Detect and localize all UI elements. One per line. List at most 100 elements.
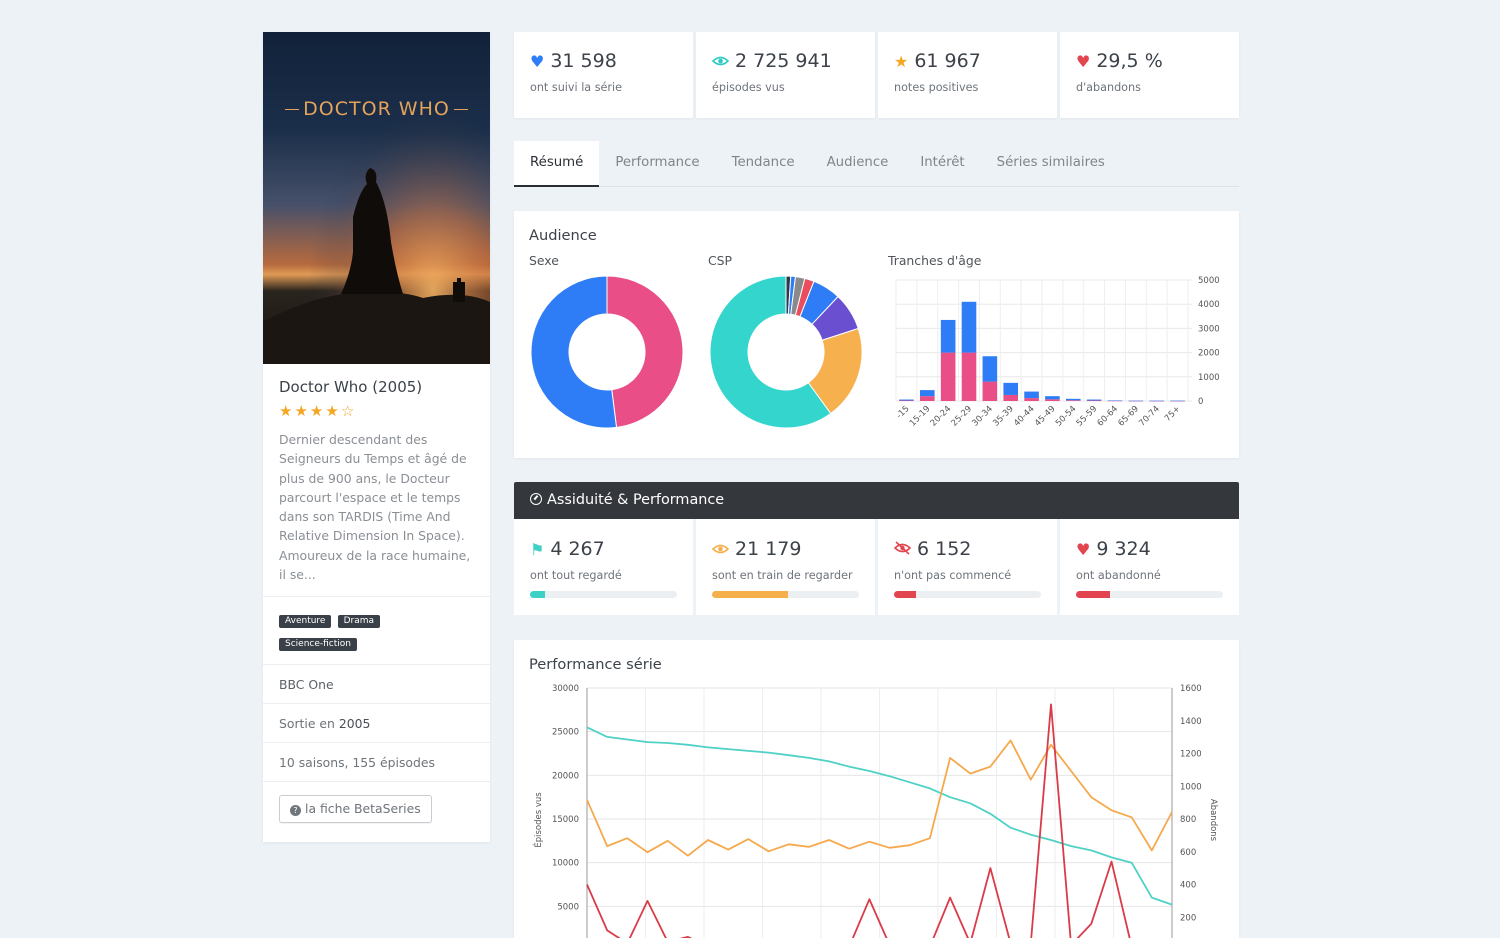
- betaseries-fiche-button[interactable]: ? la fiche BetaSeries: [279, 795, 432, 824]
- y-tick-label: 25000: [552, 728, 579, 738]
- x-tick-label: 45-49: [1033, 404, 1058, 429]
- stat-not-started: 6 152 n'ont pas commencé: [878, 519, 1057, 615]
- age-bar: [1003, 382, 1019, 395]
- star-icon: ★: [894, 51, 909, 71]
- age-bar: [1045, 396, 1060, 400]
- poster-logo: DOCTOR WHO: [263, 98, 490, 120]
- progress-bar: [894, 591, 1041, 598]
- age-bar: [982, 381, 998, 401]
- y2-tick-label: 400: [1180, 881, 1196, 891]
- age-bar: [982, 356, 998, 382]
- progress-bar-fill: [712, 591, 789, 598]
- stat-label: d'abandons: [1076, 81, 1141, 94]
- stat-value: 2 725 941: [735, 50, 832, 72]
- release-label: Sortie en: [279, 716, 335, 732]
- csp-donut-chart: [709, 275, 863, 429]
- progress-bar-fill: [530, 591, 545, 598]
- progress-bar-fill: [894, 591, 917, 598]
- fiche-button-label: la fiche BetaSeries: [305, 801, 421, 817]
- star-icon: ★: [309, 402, 326, 420]
- y-tick-label: 5000: [1198, 276, 1220, 286]
- x-tick-label: 20-24: [929, 404, 954, 429]
- age-bar: [1024, 391, 1039, 399]
- audience-card: Audience Sexe CSP Tranches d'âge 0 1000 20…: [514, 211, 1239, 458]
- release-info: Sortie en 2005: [263, 704, 490, 744]
- star-icon: ★: [325, 402, 341, 420]
- stat-value: 4 267: [550, 538, 605, 560]
- broken-heart-icon: ♥: [1076, 539, 1091, 559]
- eye-slash-icon: [893, 540, 912, 559]
- assiduite-title: Assiduité & Performance: [547, 492, 725, 508]
- y-tick-label: 15000: [552, 815, 579, 825]
- age-title: Tranches d'âge: [888, 253, 982, 268]
- gauge-icon: [530, 493, 542, 505]
- y-tick-label: 1000: [1198, 373, 1220, 383]
- donut-slice: [709, 275, 832, 429]
- y-tick-label: 3000: [1198, 324, 1220, 334]
- stat-value: 9 324: [1096, 538, 1151, 560]
- age-bar: [1170, 400, 1185, 402]
- stat-label: ont tout regardé: [530, 569, 622, 582]
- y2-tick-label: 800: [1180, 815, 1196, 825]
- age-bar: [940, 352, 956, 401]
- stat-label: ont abandonné: [1076, 569, 1161, 582]
- tab-tendance[interactable]: Tendance: [731, 155, 795, 170]
- tab-interet[interactable]: Intérêt: [920, 155, 965, 170]
- tab-resume[interactable]: Résumé: [514, 141, 600, 187]
- broken-heart-icon: ♥: [1076, 51, 1091, 71]
- series-line: [586, 726, 1173, 906]
- tab-performance[interactable]: Performance: [615, 155, 700, 170]
- genre-tags: Aventure Drama Science-fiction: [263, 597, 490, 666]
- x-tick-label: 15-19: [908, 404, 933, 429]
- age-bar: [1065, 398, 1081, 401]
- stat-watching: 21 179 sont en train de regarder: [696, 519, 875, 615]
- age-bar: [1128, 400, 1144, 402]
- y-tick-label: 4000: [1198, 300, 1220, 310]
- y-tick-label: 5000: [557, 902, 579, 912]
- star-icon: ★: [294, 402, 310, 420]
- poster-illustration: [263, 32, 490, 364]
- x-tick-label: 35-39: [991, 404, 1016, 429]
- release-year: 2005: [338, 716, 371, 732]
- stat-value: 21 179: [735, 538, 802, 560]
- age-bar: [961, 301, 977, 353]
- x-tick-label: 30-34: [970, 404, 995, 429]
- show-description: Dernier descendant des Seigneurs du Temp…: [279, 432, 471, 583]
- age-bar: [1024, 398, 1039, 401]
- tab-bar: Résumé Performance Tendance Audience Int…: [514, 141, 1239, 187]
- y-tick-label: 2000: [1198, 349, 1220, 359]
- tab-series-similaires[interactable]: Séries similaires: [996, 155, 1105, 170]
- progress-bar: [530, 591, 677, 598]
- y-tick-label: 20000: [552, 771, 579, 781]
- age-bar: [961, 352, 977, 401]
- stat-label: n'ont pas commencé: [894, 569, 1012, 582]
- show-title: Doctor Who (2005): [279, 378, 423, 396]
- donut-slice: [606, 275, 684, 428]
- stat-label: notes positives: [894, 81, 979, 94]
- age-bar: [1149, 400, 1165, 402]
- y-tick-label: 0: [1198, 397, 1203, 407]
- age-bar: [1086, 399, 1102, 401]
- rating-stars: ★★★★☆: [279, 402, 474, 420]
- progress-bar-fill: [1076, 591, 1110, 598]
- y2-tick-label: 1400: [1180, 717, 1202, 727]
- tab-audience[interactable]: Audience: [826, 155, 889, 170]
- eye-icon: [711, 52, 730, 71]
- performance-line-chart: 5000 10000 15000 20000 25000 30000 200 400 600 80…: [532, 684, 1218, 938]
- age-bar: [919, 390, 935, 397]
- genre-tag[interactable]: Drama: [337, 615, 381, 629]
- assiduite-stats: ⚑ 4 267 ont tout regardé 21 179 sont en t…: [514, 519, 1239, 615]
- x-tick-label: 40-44: [1012, 404, 1037, 429]
- y2-tick-label: 1000: [1180, 782, 1202, 792]
- stat-value: 6 152: [917, 538, 972, 560]
- x-tick-label: 75+: [1163, 404, 1183, 424]
- performance-card: Performance série 5000 10000 15000 20000 250…: [514, 640, 1239, 938]
- stat-label: ont suivi la série: [530, 81, 623, 94]
- sexe-title: Sexe: [529, 253, 559, 268]
- genre-tag[interactable]: Science-fiction: [279, 638, 357, 652]
- assiduite-header: Assiduité & Performance: [514, 482, 1239, 519]
- stat-label: épisodes vus: [712, 81, 785, 94]
- performance-title: Performance série: [529, 656, 662, 673]
- csp-title: CSP: [708, 253, 732, 268]
- genre-tag[interactable]: Aventure: [279, 615, 332, 629]
